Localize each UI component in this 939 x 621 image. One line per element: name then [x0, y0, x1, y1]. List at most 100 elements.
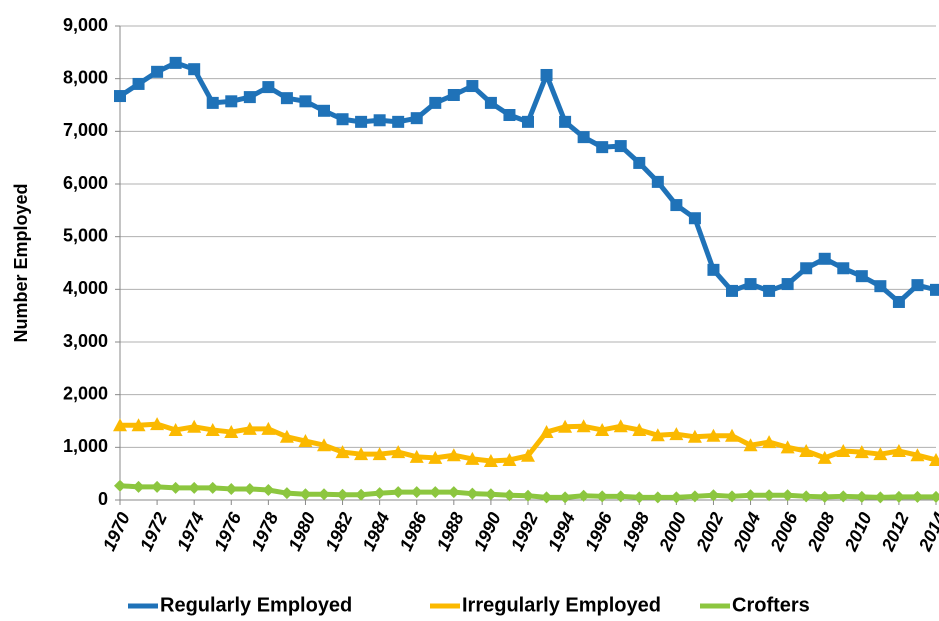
data-point	[930, 283, 939, 296]
x-tick-label: 1980	[284, 509, 319, 554]
data-point	[576, 419, 591, 433]
data-point	[280, 92, 293, 105]
data-point	[687, 429, 702, 443]
data-point	[670, 199, 683, 212]
x-tick-label: 1972	[136, 509, 171, 554]
y-tick-label: 3,000	[63, 331, 108, 351]
data-point	[317, 438, 331, 452]
data-point	[762, 435, 777, 449]
x-tick-label: 1970	[99, 509, 134, 554]
data-point	[484, 488, 497, 501]
x-tick-label: 1978	[247, 509, 282, 554]
data-point	[503, 489, 516, 502]
y-tick-label: 1,000	[63, 436, 108, 456]
data-point	[540, 491, 553, 504]
y-tick-label: 6,000	[63, 173, 108, 193]
data-point	[892, 490, 905, 503]
data-point	[299, 488, 312, 501]
data-point	[818, 490, 831, 503]
data-point	[335, 445, 350, 459]
legend-item: Irregularly Employed	[430, 594, 661, 616]
data-point	[800, 490, 813, 503]
data-point	[447, 486, 460, 499]
data-point	[188, 481, 201, 494]
data-point	[800, 262, 813, 275]
y-tick-label: 7,000	[63, 120, 108, 140]
data-point	[429, 96, 442, 109]
data-point	[817, 450, 832, 464]
data-point	[262, 483, 275, 496]
x-tick-label: 2014	[914, 509, 939, 555]
data-point	[651, 175, 664, 188]
data-point	[930, 490, 939, 503]
data-point	[855, 490, 868, 503]
data-point	[540, 68, 553, 81]
data-point	[781, 278, 794, 291]
data-point	[726, 284, 738, 297]
data-point	[465, 451, 480, 465]
data-point	[132, 77, 145, 90]
data-point	[446, 448, 461, 462]
data-point	[632, 422, 647, 436]
x-tick-label: 1988	[433, 509, 468, 554]
y-tick-label: 5,000	[63, 225, 108, 245]
data-point	[633, 156, 646, 169]
data-point	[836, 444, 851, 458]
data-point	[559, 491, 572, 504]
data-point	[466, 80, 479, 93]
legend-label: Regularly Employed	[160, 594, 352, 616]
x-tick-label: 1996	[581, 508, 616, 554]
data-point	[743, 438, 758, 452]
data-point	[447, 88, 460, 101]
x-tick-label: 1974	[173, 509, 208, 554]
data-point	[188, 63, 201, 76]
data-point	[726, 490, 738, 503]
data-point	[206, 96, 219, 109]
data-point	[725, 428, 739, 442]
x-tick-label: 1982	[321, 509, 356, 554]
data-point	[502, 452, 517, 466]
data-point	[114, 479, 126, 492]
data-point	[503, 109, 516, 122]
data-point	[318, 488, 330, 501]
data-point	[521, 448, 535, 462]
data-point	[484, 96, 497, 109]
data-point	[707, 263, 720, 276]
legend-label: Crofters	[732, 594, 810, 616]
data-point	[428, 450, 443, 464]
data-point	[744, 489, 757, 502]
data-point	[651, 491, 664, 504]
data-point	[688, 212, 701, 225]
data-point	[874, 280, 887, 293]
data-point	[372, 447, 387, 461]
x-tick-label: 2010	[840, 509, 875, 555]
data-point	[763, 284, 776, 297]
data-point	[522, 115, 534, 128]
data-point	[539, 425, 554, 439]
data-point	[243, 482, 256, 495]
legend-item: Regularly Employed	[128, 594, 352, 616]
data-point	[336, 113, 349, 126]
data-point	[614, 140, 627, 153]
data-point	[169, 56, 182, 69]
data-point	[837, 490, 850, 503]
data-point	[892, 295, 905, 308]
data-point	[151, 65, 164, 78]
data-point	[318, 104, 330, 117]
y-tick-label: 9,000	[63, 15, 108, 35]
data-point	[410, 112, 423, 125]
x-tick-label: 1998	[618, 509, 653, 554]
data-point	[633, 491, 646, 504]
data-point	[669, 427, 684, 441]
data-point	[614, 490, 627, 503]
data-point	[873, 447, 888, 461]
data-point	[837, 262, 850, 275]
data-point	[780, 440, 795, 454]
data-point	[483, 454, 498, 468]
data-point	[799, 444, 814, 458]
data-point	[169, 481, 182, 494]
data-point	[466, 487, 479, 500]
x-tick-label: 1976	[210, 508, 245, 554]
data-point	[595, 422, 610, 436]
data-point	[577, 131, 590, 144]
